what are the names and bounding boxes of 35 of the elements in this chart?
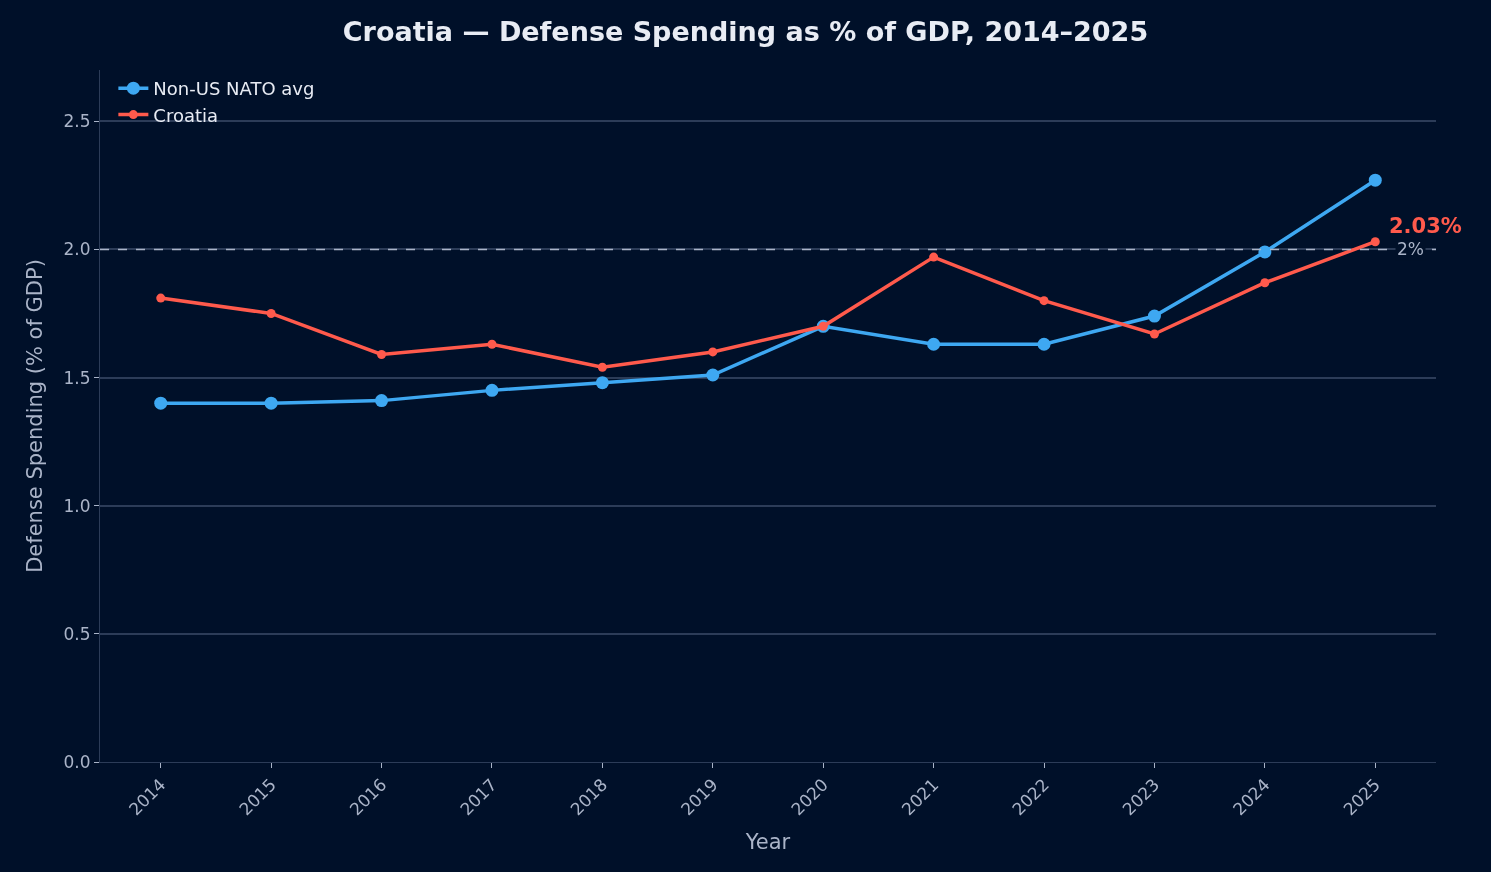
legend-label: Croatia	[153, 104, 219, 126]
chart-title: Croatia — Defense Spending as % of GDP, 2014–2025	[342, 15, 1149, 47]
y-tick-label: 1.0	[63, 495, 91, 516]
legend-label: Non-US NATO avg	[153, 78, 315, 100]
y-tick-label: 0.0	[63, 751, 91, 772]
x-axis-title: Year	[744, 829, 791, 854]
point	[377, 349, 387, 359]
point	[1147, 309, 1161, 323]
point	[266, 308, 276, 318]
point	[708, 347, 718, 357]
ref-line-label: 2%	[1397, 239, 1424, 259]
point	[487, 339, 497, 349]
point	[597, 362, 607, 372]
point	[1370, 237, 1380, 247]
y-tick-label: 2.0	[63, 239, 91, 260]
point	[929, 252, 939, 262]
point	[264, 396, 278, 410]
point	[1258, 245, 1272, 259]
point	[156, 293, 166, 303]
point	[1368, 173, 1382, 187]
point	[706, 368, 720, 382]
y-tick-label: 1.5	[63, 367, 91, 388]
y-tick-label: 2.5	[63, 111, 91, 132]
point	[1260, 278, 1270, 288]
point	[1149, 329, 1159, 339]
point	[375, 394, 389, 408]
y-axis-title: Defense Spending (% of GDP)	[22, 259, 47, 573]
point	[595, 376, 609, 390]
point	[154, 396, 168, 410]
annotation: 2.03%	[1389, 214, 1462, 238]
point	[927, 337, 941, 351]
point	[485, 383, 499, 397]
y-tick-label: 0.5	[63, 623, 91, 644]
point	[1039, 296, 1049, 306]
point	[1037, 337, 1051, 351]
